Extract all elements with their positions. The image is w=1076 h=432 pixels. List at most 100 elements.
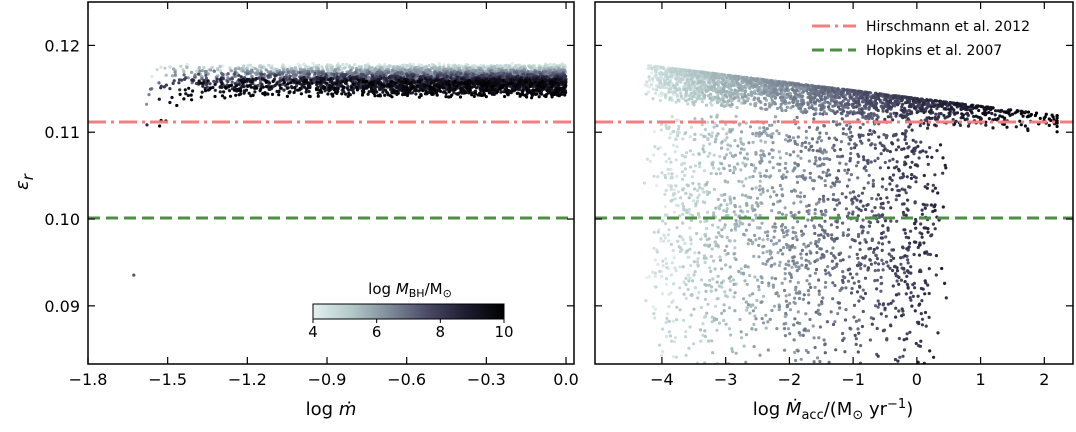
left-scatter-point [534, 77, 539, 81]
left-scatter-point [345, 79, 349, 83]
right-scatter-point [663, 80, 667, 84]
left-scatter-point [234, 84, 238, 88]
left-scatter-point [190, 78, 195, 82]
right-scatter-point [665, 126, 669, 130]
left-scatter-point [223, 96, 227, 100]
right-scatter-point [688, 149, 693, 153]
left-scatter-point [503, 94, 507, 99]
right-scatter-point [698, 368, 701, 371]
left-scatter-point [424, 68, 428, 73]
left-scatter-point [463, 81, 467, 85]
left-scatter-point [502, 72, 506, 76]
left-scatter-point [307, 89, 311, 94]
right-scatter-point [682, 161, 687, 165]
left-scatter-point [453, 79, 457, 83]
right-scatter-point [667, 80, 672, 84]
left-scatter-point [491, 72, 495, 76]
left-scatter-point [315, 80, 319, 84]
right-scatter-point [651, 97, 655, 101]
left-scatter-point [476, 79, 480, 83]
left-scatter-point [438, 73, 442, 77]
left-y-tick-label: 0.12 [44, 36, 80, 55]
left-x-tick-label: −1.5 [148, 370, 187, 389]
left-scatter-point [230, 80, 234, 84]
left-scatter-point [417, 89, 421, 93]
left-scatter-point [537, 81, 541, 85]
left-scatter-point [162, 85, 166, 89]
right-scatter-point [672, 143, 676, 147]
left-scatter-point [365, 79, 369, 83]
right-scatter-point [668, 75, 672, 79]
right-scatter-point [649, 83, 654, 87]
left-scatter-points [132, 61, 568, 277]
right-scatter-point [683, 241, 687, 245]
left-scatter-point [302, 80, 306, 84]
left-scatter-point [282, 80, 286, 85]
right-scatter-point [682, 280, 686, 284]
left-scatter-point [397, 78, 401, 82]
colorbar-tick-label: 8 [436, 323, 446, 341]
left-scatter-point [302, 62, 306, 66]
right-scatter-point [663, 236, 667, 240]
left-scatter-point [428, 84, 432, 88]
left-scatter-point [331, 92, 335, 96]
left-scatter-point [197, 79, 201, 83]
right-scatter-point [679, 163, 684, 167]
left-scatter-point [439, 80, 443, 84]
left-scatter-point [242, 91, 246, 95]
left-scatter-point [333, 90, 337, 94]
right-scatter-point [653, 258, 658, 262]
left-scatter-point [367, 90, 371, 94]
left-scatter-point [546, 63, 550, 67]
left-scatter-point [381, 90, 385, 94]
left-scatter-point [304, 90, 308, 94]
right-scatter-point [676, 134, 680, 138]
right-scatter-point [684, 283, 688, 287]
right-scatter-point [663, 205, 668, 209]
left-scatter-point [465, 86, 469, 90]
left-scatter-point [311, 61, 315, 65]
left-scatter-point [404, 80, 408, 85]
right-scatter-point [670, 98, 675, 102]
left-scatter-point [510, 61, 514, 65]
right-scatter-point [703, 200, 707, 205]
right-scatter-point [669, 187, 673, 192]
left-scatter-point [199, 81, 203, 85]
right-scatter-point [664, 86, 669, 90]
left-scatter-point [260, 72, 264, 76]
right-scatter-point [663, 192, 667, 196]
right-scatter-point [675, 318, 679, 322]
right-scatter-point [651, 270, 655, 274]
left-y-tick-label: 0.09 [44, 297, 80, 316]
right-scatter-point [645, 276, 649, 280]
left-x-ticks: −1.8 −1.5 −1.2 −0.9 −0.6 −0.3 0.0 [69, 2, 579, 389]
left-scatter-point [560, 81, 564, 85]
right-scatter-point [675, 226, 679, 230]
right-scatter-points [642, 64, 1059, 371]
left-scatter-point [218, 78, 222, 82]
right-scatter-point [664, 160, 668, 164]
right-scatter-point [689, 242, 693, 246]
left-scatter-point [275, 82, 279, 86]
left-scatter-point [441, 73, 446, 78]
right-scatter-point [688, 135, 692, 139]
left-scatter-point [468, 66, 472, 70]
left-scatter-point [559, 77, 563, 81]
left-scatter-point [319, 74, 323, 78]
left-scatter-point [401, 67, 405, 71]
right-scatter-point [688, 192, 693, 196]
left-scatter-point [248, 63, 253, 67]
right-scatter-point [689, 238, 693, 242]
left-scatter-point [361, 84, 365, 88]
right-scatter-point [671, 248, 675, 253]
left-scatter-point [229, 69, 233, 73]
right-scatter-point [670, 339, 674, 343]
right-scatter-point [659, 239, 663, 243]
left-scatter-point [197, 66, 201, 70]
right-scatter-point [654, 285, 658, 289]
left-scatter-point [497, 72, 501, 76]
right-scatter-point [645, 157, 650, 161]
left-scatter-point [261, 85, 265, 89]
right-scatter-point [699, 220, 703, 224]
right-scatter-point [663, 82, 667, 87]
